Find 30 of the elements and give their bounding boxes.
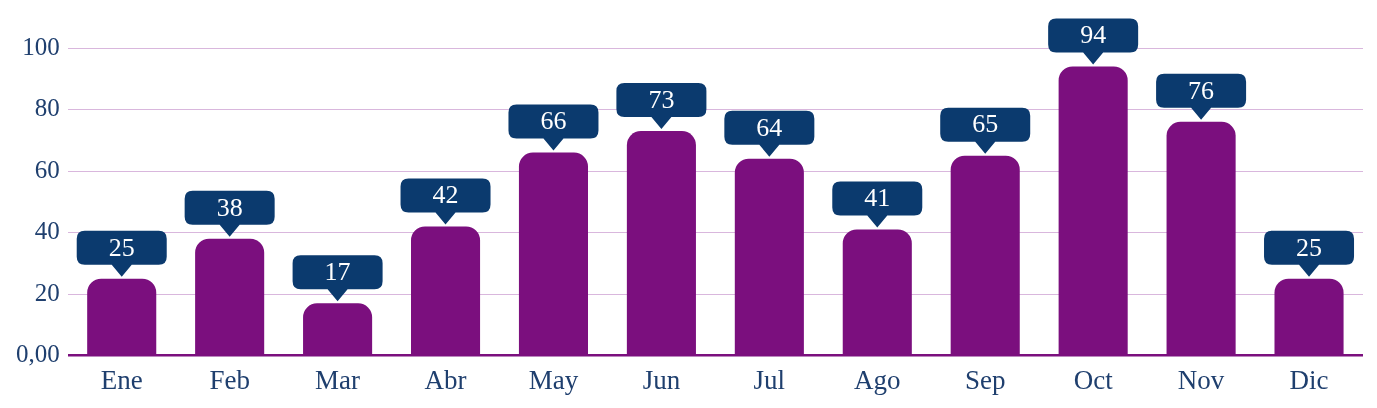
x-tick-label: Mar [315,364,361,395]
data-label: 65 [972,109,999,139]
data-label: 38 [216,192,243,222]
data-label: 42 [432,180,459,210]
data-label: 25 [108,232,135,262]
y-tick-label: 100 [22,32,60,60]
y-tick-label: 60 [34,155,60,183]
x-tick-label: Ene [100,364,143,395]
data-label: 76 [1188,75,1215,105]
x-tick-label: Oct [1073,364,1114,395]
data-label: 94 [1080,20,1107,50]
y-tick-label: 80 [34,94,60,122]
y-tick-label: 0,00 [16,340,60,368]
data-label: 64 [756,112,783,142]
x-tick-label: Jul [753,364,786,395]
x-tick-label: Sep [964,364,1006,395]
x-tick-label: Dic [1289,364,1329,395]
y-tick-label: 20 [34,278,60,306]
x-tick-label: Ago [854,364,901,395]
x-tick-label: Feb [209,364,250,395]
data-label: 66 [540,106,567,136]
x-tick-label: Jun [642,364,681,395]
y-tick-label: 40 [34,217,60,245]
data-label: 17 [324,257,351,287]
x-tick-label: Nov [1177,364,1225,395]
data-label: 41 [864,183,891,213]
x-tick-label: Abr [424,364,467,395]
x-tick-label: May [528,364,579,395]
data-label: 73 [648,84,675,114]
data-label: 25 [1296,232,1323,262]
